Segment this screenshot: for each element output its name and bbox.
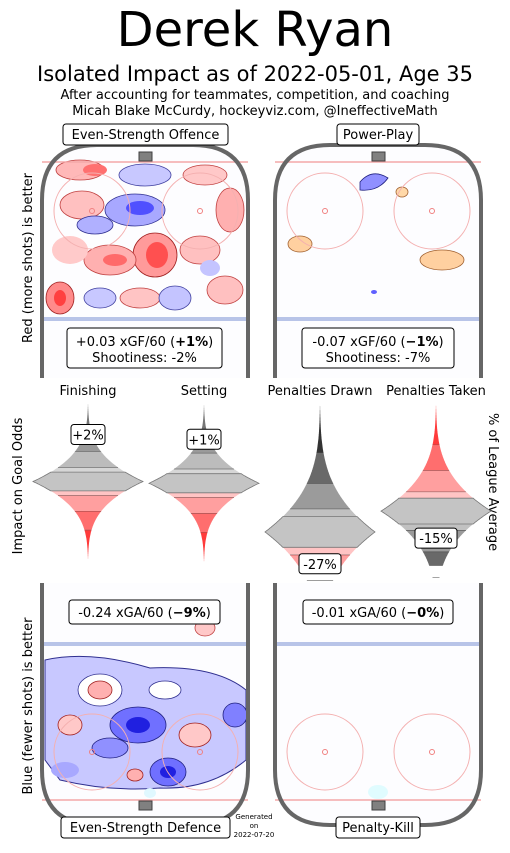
violin-band bbox=[306, 452, 334, 484]
violin-center-lobe bbox=[380, 497, 492, 525]
stat-box-power-play: -0.07 xGF/60 (−1%) Shootiness: -7% bbox=[301, 327, 455, 369]
side-label-defence: Blue (fewer shots) is better bbox=[21, 617, 36, 795]
violin-band bbox=[58, 495, 118, 512]
heatmap-penalty-kill bbox=[368, 785, 388, 799]
violin-band bbox=[200, 532, 208, 563]
panel-title-es-offence: Even-Strength Offence bbox=[62, 123, 229, 146]
violin-penalties-taken: -15% bbox=[380, 404, 492, 578]
violin-header-setting: Setting bbox=[181, 384, 228, 399]
violin-value-label: -27% bbox=[303, 558, 337, 573]
panel-title-penalty-kill-text: Penalty-Kill bbox=[342, 821, 414, 836]
rink-es-offence bbox=[40, 143, 250, 378]
subtitle-note-1: After accounting for teammates, competit… bbox=[60, 88, 450, 103]
violin-header-finishing: Finishing bbox=[59, 384, 116, 399]
violin-band bbox=[406, 470, 466, 492]
panel-title-power-play: Power-Play bbox=[336, 123, 420, 146]
stat-es-offence: +0.03 xGF/60 (+1%) bbox=[76, 335, 213, 350]
heatmap-es-offence bbox=[45, 159, 245, 315]
panel-title-es-offence-text: Even-Strength Offence bbox=[72, 128, 220, 143]
page-subtitle: Isolated Impact as of 2022-05-01, Age 35 bbox=[37, 62, 473, 86]
generated-line-3: 2022-07-20 bbox=[233, 831, 275, 839]
violin-center-lobe bbox=[264, 516, 376, 548]
violin-band bbox=[84, 530, 92, 560]
rink-es-defence bbox=[40, 583, 250, 827]
stat-power-play: -0.07 xGF/60 (−1%) bbox=[312, 335, 443, 350]
shootiness-power-play: Shootiness: -7% bbox=[326, 351, 431, 366]
violin-value-label: +2% bbox=[72, 429, 104, 444]
violin-setting: +1% bbox=[148, 404, 260, 563]
violin-value-box bbox=[414, 527, 458, 549]
violin-band bbox=[432, 404, 440, 445]
rink-penalty-kill bbox=[273, 583, 483, 827]
violin-band bbox=[200, 404, 208, 435]
stat-penalty-kill: -0.01 xGA/60 (−0%) bbox=[312, 606, 445, 621]
violin-value-label: -15% bbox=[419, 532, 453, 547]
generated-line-2: on bbox=[249, 822, 259, 830]
stat-es-defence: -0.24 xGA/60 (−9%) bbox=[78, 606, 211, 621]
shootiness-es-offence: Shootiness: -2% bbox=[92, 351, 197, 366]
page-title: Derek Ryan bbox=[116, 2, 394, 58]
violin-band bbox=[316, 404, 324, 453]
panel-title-penalty-kill: Penalty-Kill bbox=[335, 816, 421, 839]
violin-band bbox=[422, 551, 450, 566]
violin-headers: Finishing Setting Penalties Drawn Penalties… bbox=[59, 384, 486, 399]
violin-finishing: +2% bbox=[32, 403, 144, 560]
violin-penalties-drawn: -27% bbox=[264, 404, 376, 581]
panel-title-power-play-text: Power-Play bbox=[343, 128, 414, 143]
panel-title-es-defence-text: Even-Strength Defence bbox=[70, 821, 221, 836]
generated-line-1: Generated bbox=[235, 813, 273, 821]
heatmap-power-play bbox=[287, 173, 465, 294]
violin-band bbox=[74, 511, 102, 531]
violin-value-box bbox=[186, 428, 222, 450]
subtitle-note-2: Micah Blake McCurdy, hockeyviz.com, @Ine… bbox=[72, 104, 438, 119]
violin-band bbox=[290, 483, 350, 509]
panel-title-es-defence: Even-Strength Defence bbox=[60, 816, 231, 839]
violin-header-penalties-drawn: Penalties Drawn bbox=[268, 384, 373, 399]
violin-plots: +2% +1% -27% -15% bbox=[32, 403, 492, 581]
side-label-league-average: % of League Average bbox=[485, 413, 500, 551]
side-label-offence: Red (more shots) is better bbox=[21, 172, 36, 343]
stat-box-es-defence: -0.24 xGA/60 (−9%) bbox=[68, 599, 221, 625]
side-label-goal-odds: Impact on Goal Odds bbox=[11, 417, 26, 554]
violin-band bbox=[174, 497, 234, 514]
violin-center-lobe bbox=[148, 473, 260, 494]
stat-box-penalty-kill: -0.01 xGA/60 (−0%) bbox=[302, 599, 454, 625]
violin-value-box bbox=[298, 553, 342, 575]
violin-value-box bbox=[70, 424, 106, 446]
violin-header-penalties-taken: Penalties Taken bbox=[386, 384, 486, 399]
violin-center-lobe bbox=[32, 471, 144, 492]
violin-value-label: +1% bbox=[188, 433, 220, 448]
violin-band bbox=[58, 451, 118, 468]
violin-band bbox=[422, 444, 450, 471]
stat-box-es-offence: +0.03 xGF/60 (+1%) Shootiness: -2% bbox=[66, 327, 223, 369]
rink-power-play bbox=[273, 143, 483, 378]
heatmap-es-defence bbox=[44, 619, 248, 798]
violin-band bbox=[190, 513, 218, 533]
violin-band bbox=[174, 453, 234, 469]
generated-note: Generated on 2022-07-20 bbox=[227, 813, 281, 840]
